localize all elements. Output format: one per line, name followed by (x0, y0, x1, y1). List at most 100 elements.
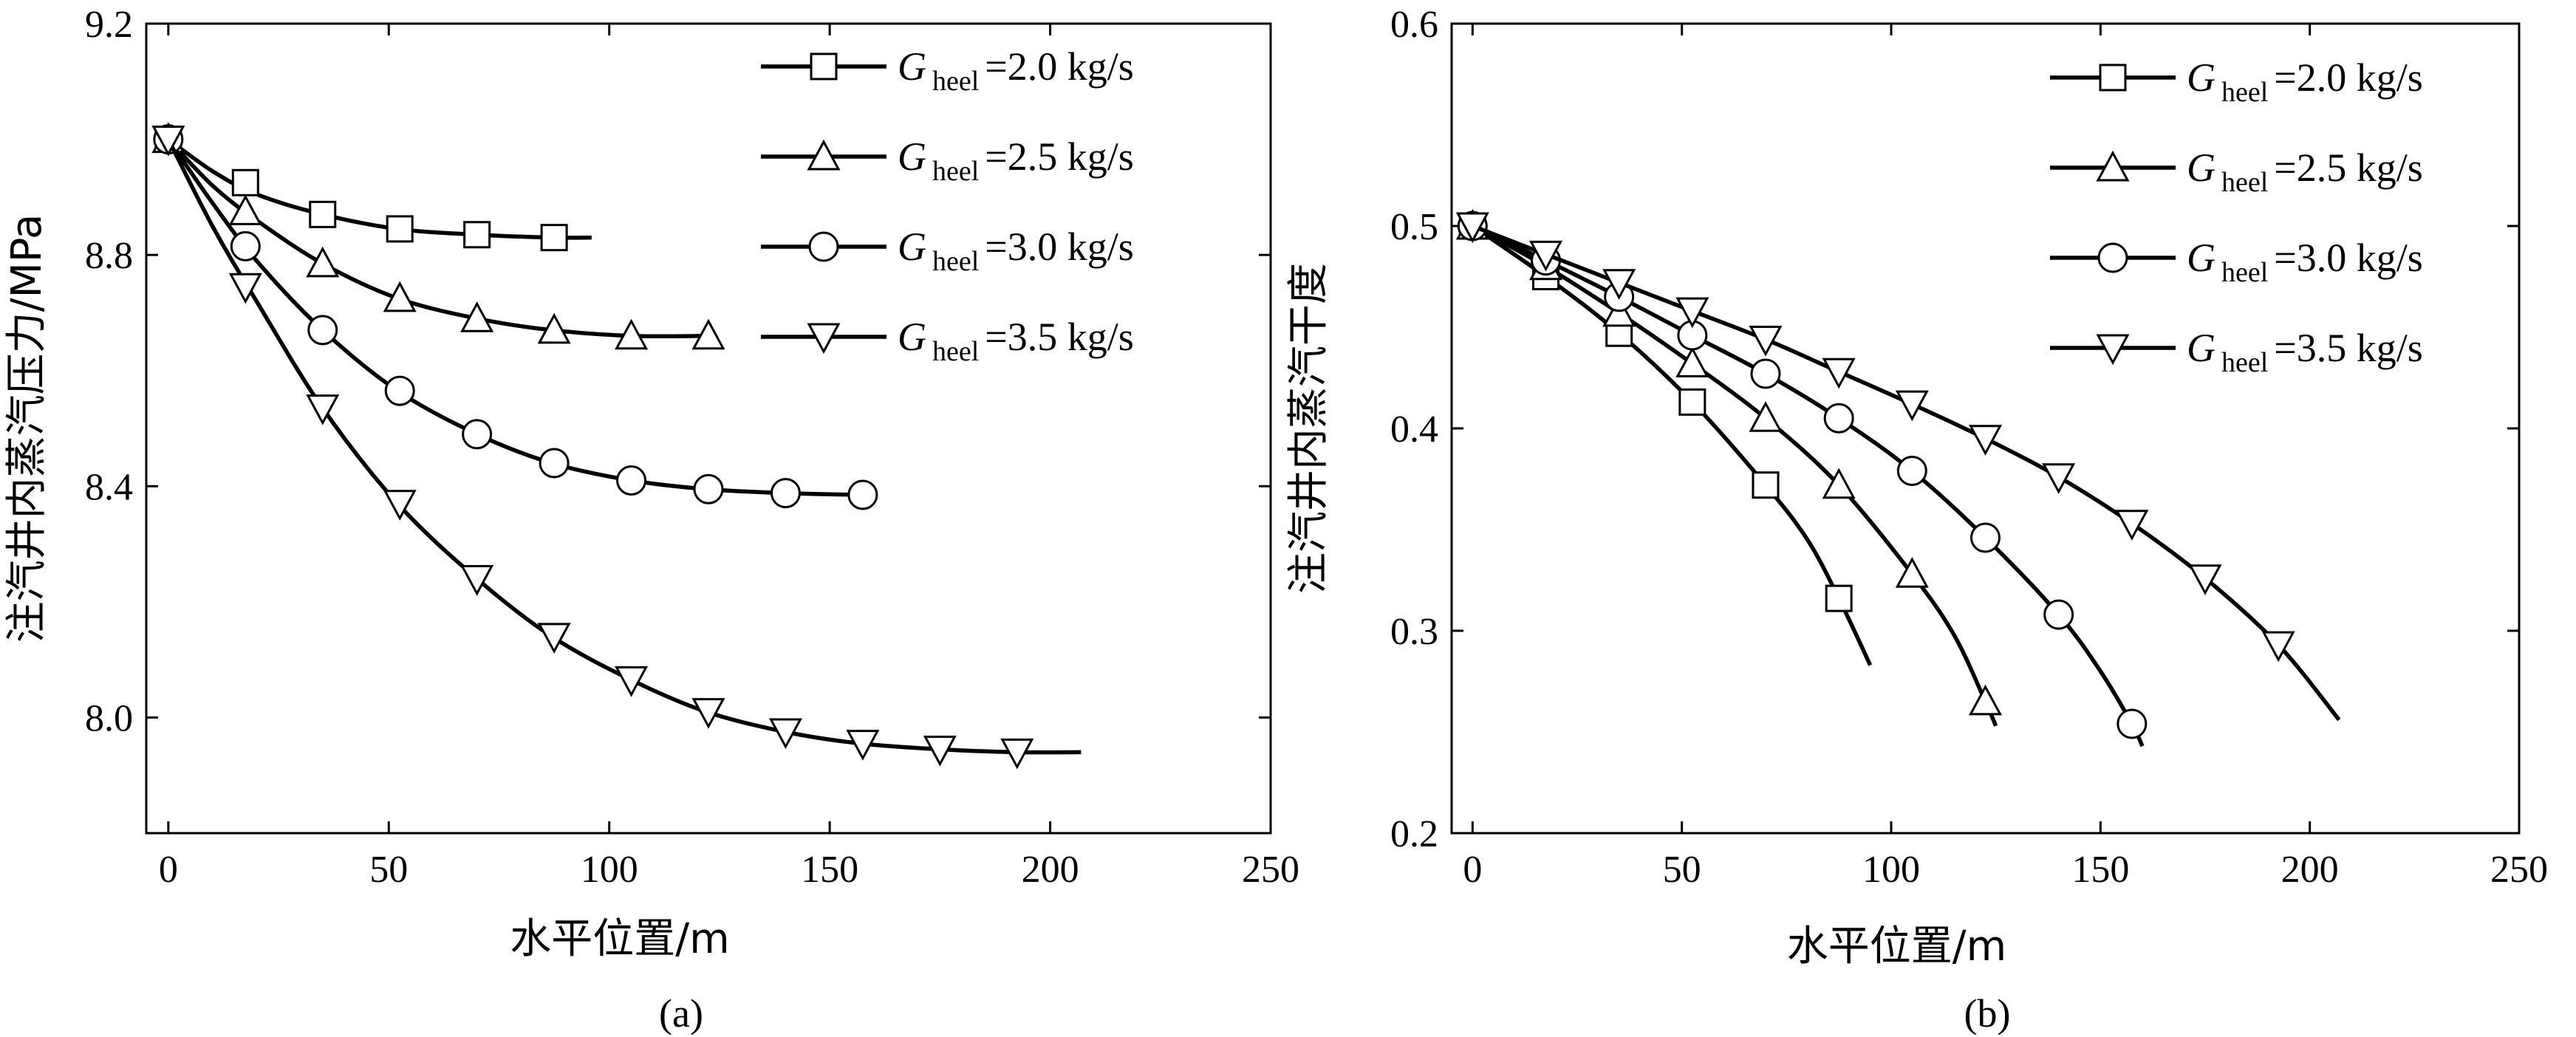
x-tick-label: 100 (581, 849, 638, 891)
legend-symbol: G (898, 44, 926, 89)
legend-value: =2.5 kg/s (2274, 146, 2422, 190)
legend-subscript: heel (2221, 257, 2268, 288)
data-point-marker (693, 473, 724, 504)
legend-subscript: heel (932, 66, 979, 97)
data-point-marker (1752, 471, 1780, 499)
data-point-marker (1895, 390, 1929, 422)
data-point-marker (1822, 357, 1856, 389)
legend-marker (2096, 334, 2130, 366)
legend-subscript: heel (2221, 77, 2268, 108)
x-tick-label: 250 (2490, 849, 2548, 891)
data-point-marker (1675, 346, 1709, 377)
data-point-marker (1455, 212, 1489, 244)
data-point-marker (1896, 456, 1927, 487)
series-triangle-down (1455, 212, 2341, 722)
data-point-marker (1749, 401, 1783, 432)
series-line (166, 138, 1082, 755)
series-triangle-down (151, 126, 1082, 770)
data-point-marker (2188, 564, 2222, 595)
x-tick-label: 150 (801, 849, 858, 891)
legend-symbol: G (898, 225, 926, 269)
legend-symbol: G (2187, 55, 2215, 100)
legend-value: =3.0 kg/s (2274, 236, 2422, 280)
data-point-marker (539, 448, 570, 479)
data-point-marker (383, 281, 417, 312)
x-tick-label: 0 (1463, 849, 1482, 891)
data-point-marker (691, 318, 725, 350)
data-point-marker (309, 200, 337, 228)
data-point-marker (1970, 522, 2001, 553)
y-axis-title: 注汽井内蒸汽干度 (1285, 263, 1333, 594)
legend-marker (808, 231, 839, 262)
data-point-marker (615, 318, 649, 350)
series-square (154, 126, 592, 252)
data-point-marker (537, 623, 571, 654)
data-point-marker (847, 479, 878, 510)
series-line (1471, 224, 1873, 666)
data-point-marker (386, 215, 414, 243)
series-circle (1457, 211, 2148, 747)
data-point-marker (1825, 584, 1853, 612)
data-point-marker (462, 419, 493, 450)
data-point-marker (2115, 510, 2149, 541)
data-point-marker (151, 126, 185, 157)
legend-marker (2097, 242, 2128, 273)
legend-subscript: heel (2221, 347, 2268, 378)
legend-value: =3.5 kg/s (2274, 326, 2422, 370)
data-point-marker (460, 301, 494, 332)
data-point-marker (770, 478, 801, 509)
data-point-marker (1000, 738, 1034, 770)
legend-marker (810, 52, 838, 81)
chart-panel-a: 0 50 100 150 200 250 8.0 8.4 8.8 9.2 水平位置/m 注汽井内蒸汽压… (3, 4, 1299, 1036)
y-axis-title: 注汽井内蒸汽压力/MPa (3, 214, 51, 643)
y-tick-label: 8.8 (85, 235, 133, 277)
y-tick-label: 0.5 (1390, 206, 1438, 248)
legend-symbol: G (2187, 326, 2215, 370)
legend-subscript: heel (2221, 167, 2268, 198)
legend-subscript: heel (932, 156, 979, 187)
data-point-marker (306, 394, 340, 425)
legend-marker (2099, 64, 2127, 92)
legend-symbol: G (2187, 236, 2215, 280)
y-tick-label: 8.4 (85, 466, 133, 508)
panel-label: (b) (1964, 991, 2011, 1036)
legend-marker (807, 139, 841, 171)
series-square (1458, 212, 1873, 666)
data-point-marker (2117, 708, 2148, 739)
legend-value: =3.0 kg/s (985, 225, 1133, 269)
y-tick-label: 0.2 (1390, 813, 1438, 855)
data-point-marker (1968, 684, 2003, 716)
y-tick-label: 8.0 (85, 697, 133, 739)
data-point-marker (463, 221, 491, 249)
legend-value: =2.0 kg/s (2274, 55, 2422, 100)
panel-label: (a) (659, 991, 703, 1036)
legend-marker (807, 323, 841, 355)
data-point-marker (231, 168, 259, 196)
data-point-marker (537, 312, 571, 344)
x-tick-label: 200 (2281, 849, 2339, 891)
x-tick-label: 0 (159, 849, 178, 891)
x-tick-label: 50 (369, 849, 408, 891)
x-axis-title: 水平位置/m (1787, 923, 2006, 971)
legend-symbol: G (2187, 146, 2215, 190)
series-circle (153, 124, 878, 510)
data-point-marker (383, 490, 417, 521)
data-point-marker (1675, 297, 1709, 329)
data-point-marker (1822, 468, 1856, 499)
y-tick-label: 0.4 (1390, 408, 1438, 451)
data-point-marker (1750, 358, 1781, 389)
data-point-marker (616, 465, 647, 496)
x-tick-label: 200 (1022, 849, 1079, 891)
